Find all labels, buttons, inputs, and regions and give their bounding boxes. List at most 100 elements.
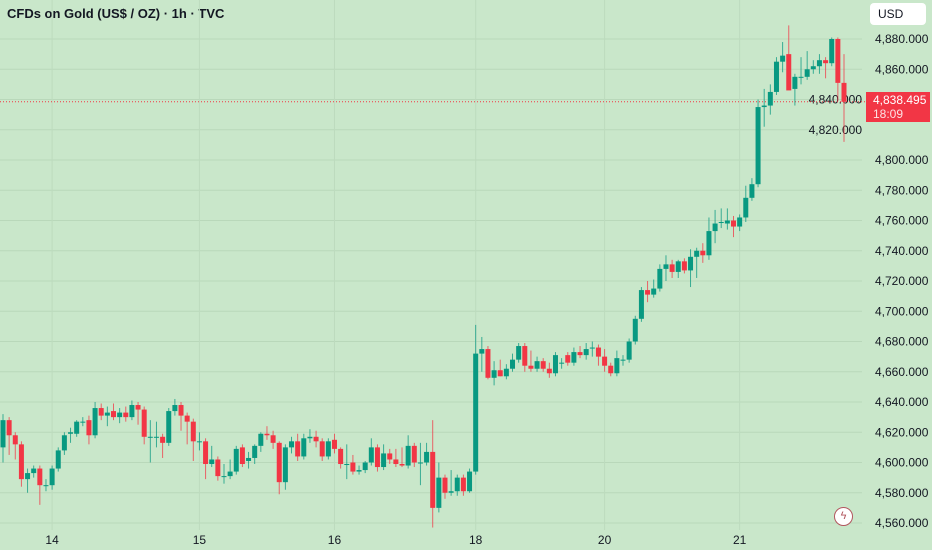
bar-countdown: 18:09 xyxy=(873,107,904,121)
candle-body xyxy=(718,222,724,224)
candle xyxy=(350,454,356,475)
candle-body xyxy=(540,361,546,369)
candle xyxy=(491,361,497,386)
candle xyxy=(749,178,755,201)
y-tick-label: 4,580.000 xyxy=(875,486,929,500)
candle xyxy=(43,479,49,492)
candle-body xyxy=(239,447,245,465)
candle-body xyxy=(153,436,159,438)
candle xyxy=(104,406,110,427)
candle-body xyxy=(325,441,331,457)
candle xyxy=(460,474,466,496)
candle-body xyxy=(651,288,657,295)
candle xyxy=(233,445,239,475)
candle-body xyxy=(485,349,491,378)
y-tick-label: 4,680.000 xyxy=(875,335,929,349)
candle-body xyxy=(123,412,129,418)
candle-body xyxy=(233,448,239,472)
candle xyxy=(417,442,423,486)
candle-body xyxy=(356,470,362,472)
candle xyxy=(147,420,153,463)
candle-body xyxy=(37,468,43,486)
candle xyxy=(86,415,92,445)
candle-body xyxy=(331,439,337,449)
candle xyxy=(485,346,491,380)
candle-body xyxy=(141,409,147,437)
candle-body xyxy=(49,468,55,486)
currency-button[interactable]: USD xyxy=(870,3,926,25)
candle-body xyxy=(405,445,411,466)
candle xyxy=(209,445,215,468)
candle-body xyxy=(841,82,847,102)
candle-body xyxy=(374,447,380,468)
y-tick-label: 4,620.000 xyxy=(875,425,929,439)
candle xyxy=(393,448,399,468)
candle-body xyxy=(761,105,767,108)
candle xyxy=(80,417,86,427)
y-tick-label: 4,560.000 xyxy=(875,516,929,530)
chart-title: CFDs on Gold (US$ / OZ) · 1h · TVC xyxy=(7,6,225,21)
candle-body xyxy=(31,468,37,474)
candle xyxy=(184,412,190,445)
candle xyxy=(546,362,552,378)
candle xyxy=(583,343,589,360)
candle-body xyxy=(706,231,712,256)
candle-body xyxy=(681,261,687,271)
candle xyxy=(577,346,583,359)
x-tick-label: 20 xyxy=(598,533,612,547)
lightning-icon[interactable]: ϟ xyxy=(834,507,853,526)
candle-body xyxy=(282,447,288,483)
candle xyxy=(246,451,252,469)
candle xyxy=(559,358,565,369)
candle-body xyxy=(823,60,829,64)
candle-body xyxy=(411,445,417,463)
candle xyxy=(657,264,663,292)
candle-body xyxy=(86,420,92,436)
candle-body xyxy=(436,477,442,508)
candle xyxy=(258,432,264,452)
candle xyxy=(700,243,706,263)
candle xyxy=(430,420,436,528)
candle xyxy=(178,402,184,431)
candle xyxy=(203,438,209,480)
candle-body xyxy=(344,464,350,466)
candle-body xyxy=(786,54,792,91)
candle-body xyxy=(319,441,325,457)
candle xyxy=(221,464,227,484)
candle xyxy=(129,400,135,421)
candle-body xyxy=(209,459,215,465)
x-tick-label: 21 xyxy=(733,533,747,547)
candle xyxy=(362,460,368,474)
candle-body xyxy=(657,268,663,289)
candle xyxy=(467,468,473,493)
candle xyxy=(172,398,178,416)
candle-body xyxy=(694,250,700,257)
candle xyxy=(571,347,577,366)
candle xyxy=(49,465,55,490)
y-tick-label: 4,820.000 xyxy=(809,123,863,137)
candle xyxy=(313,430,319,448)
candle-body xyxy=(773,61,779,92)
candle xyxy=(595,344,601,366)
candle xyxy=(307,429,313,443)
candle xyxy=(638,287,644,322)
candle-body xyxy=(638,290,644,319)
candle-body xyxy=(712,223,718,232)
candle xyxy=(411,442,417,468)
candle xyxy=(626,338,632,363)
candle xyxy=(55,447,61,472)
candle xyxy=(552,352,558,377)
candle xyxy=(632,315,638,345)
candle xyxy=(731,215,737,238)
candle xyxy=(153,421,159,448)
candle xyxy=(227,459,233,480)
candle xyxy=(565,352,571,366)
candle xyxy=(706,217,712,260)
candle-body xyxy=(178,405,184,416)
candle-body xyxy=(18,444,24,480)
candle-body xyxy=(68,432,74,434)
candle xyxy=(829,37,835,67)
candle xyxy=(6,417,12,455)
candle-body xyxy=(767,91,773,106)
